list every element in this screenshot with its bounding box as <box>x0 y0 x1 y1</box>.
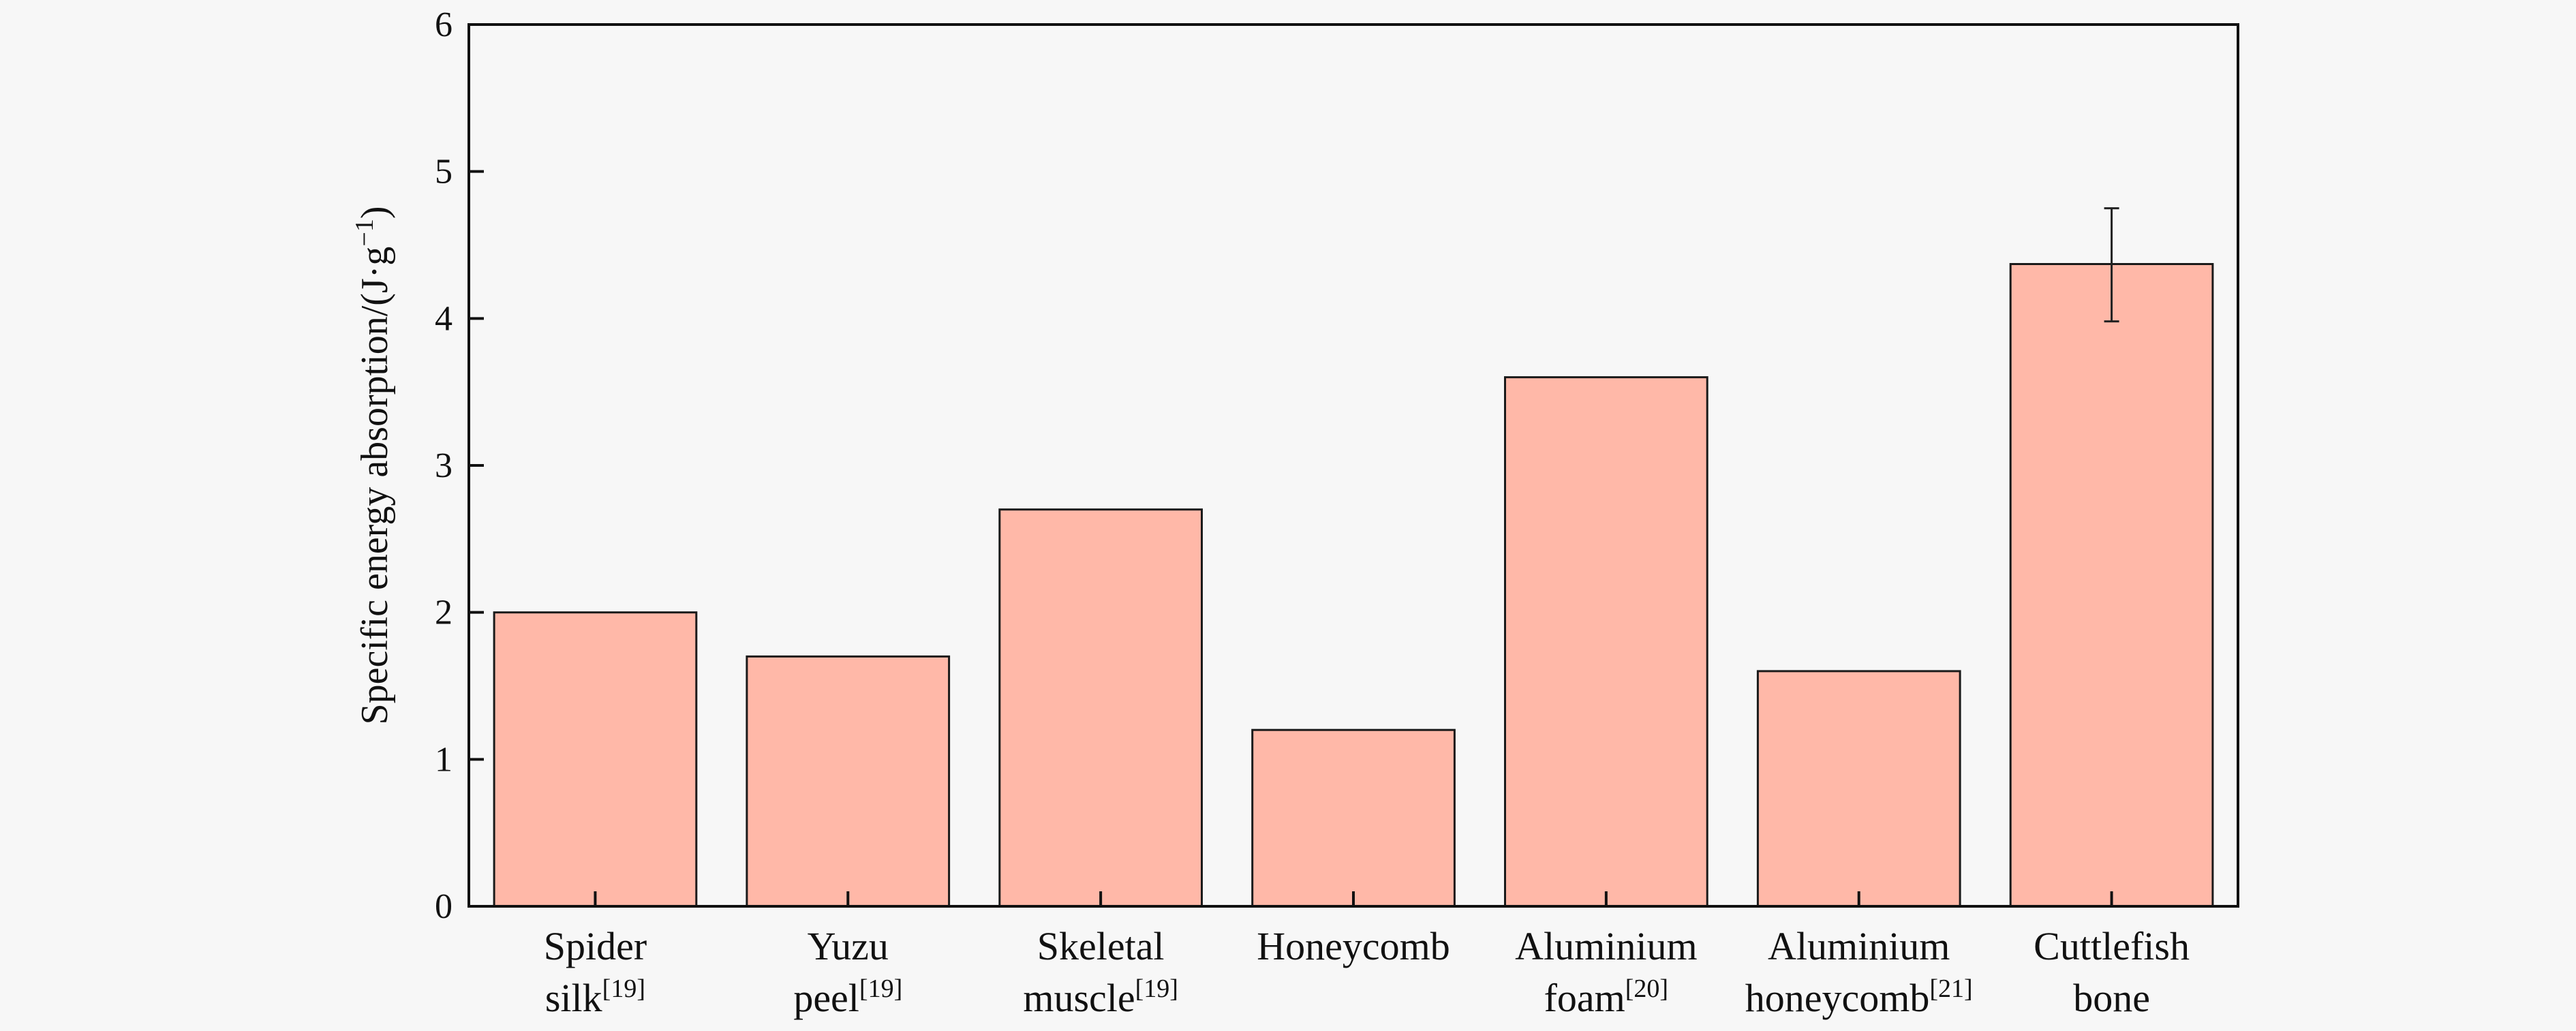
x-tick-label-line: silk[19] <box>545 974 645 1020</box>
ticks-layer <box>469 23 2113 908</box>
x-tick-label: Skeletal muscle[19] <box>1023 924 1178 1020</box>
y-tick-labels: 0 1 2 3 4 5 6 <box>435 5 453 926</box>
y-tick-label: 1 <box>435 740 453 779</box>
x-tick-label-line: peel[19] <box>793 974 902 1020</box>
y-tick-label: 6 <box>435 5 453 44</box>
x-tick-label-line: muscle[19] <box>1023 974 1178 1020</box>
x-tick-label: Yuzu peel[19] <box>793 924 902 1020</box>
bar <box>2009 263 2214 908</box>
bar <box>998 508 1203 908</box>
y-tick-label: 5 <box>435 153 453 191</box>
error-bars-layer <box>2104 207 2119 323</box>
x-tick-label-line: Aluminium <box>1515 924 1697 968</box>
y-tick-label: 0 <box>435 887 453 926</box>
bars-layer <box>493 263 2214 908</box>
y-tick-label: 4 <box>435 299 453 338</box>
error-bar <box>2104 207 2119 323</box>
x-tick-label-line: foam[20] <box>1544 974 1668 1020</box>
x-tick-label: Aluminium honeycomb[21] <box>1745 924 1973 1020</box>
x-tick-label-line: Cuttlefish <box>2034 924 2190 968</box>
x-tick-labels: Spider silk[19] Yuzu peel[19] Skeletal muscle… <box>544 924 2190 1020</box>
x-tick-label-line: Aluminium <box>1768 924 1950 968</box>
x-tick-label: Cuttlefish bone <box>2034 924 2190 1020</box>
bar <box>1504 376 1708 908</box>
y-tick-label: 3 <box>435 446 453 485</box>
bar <box>1756 670 1961 908</box>
y-axis-label: Specific energy absorption/(J·g−1) <box>350 206 396 725</box>
x-tick-label-line: Yuzu <box>808 924 889 968</box>
x-tick-label-line: bone <box>2073 976 2150 1020</box>
x-tick-label-line: honeycomb[21] <box>1745 974 1973 1020</box>
x-tick-label: Spider silk[19] <box>544 924 647 1020</box>
bar <box>746 655 951 908</box>
x-tick-label-line: Spider <box>544 924 647 968</box>
x-tick-label: Honeycomb <box>1257 924 1450 968</box>
bar <box>1251 728 1456 908</box>
bar <box>493 611 698 908</box>
x-tick-label: Aluminium foam[20] <box>1515 924 1697 1020</box>
y-tick-label: 2 <box>435 594 453 632</box>
x-tick-label-line: Skeletal <box>1037 924 1165 968</box>
x-tick-label-line: Honeycomb <box>1257 924 1450 968</box>
